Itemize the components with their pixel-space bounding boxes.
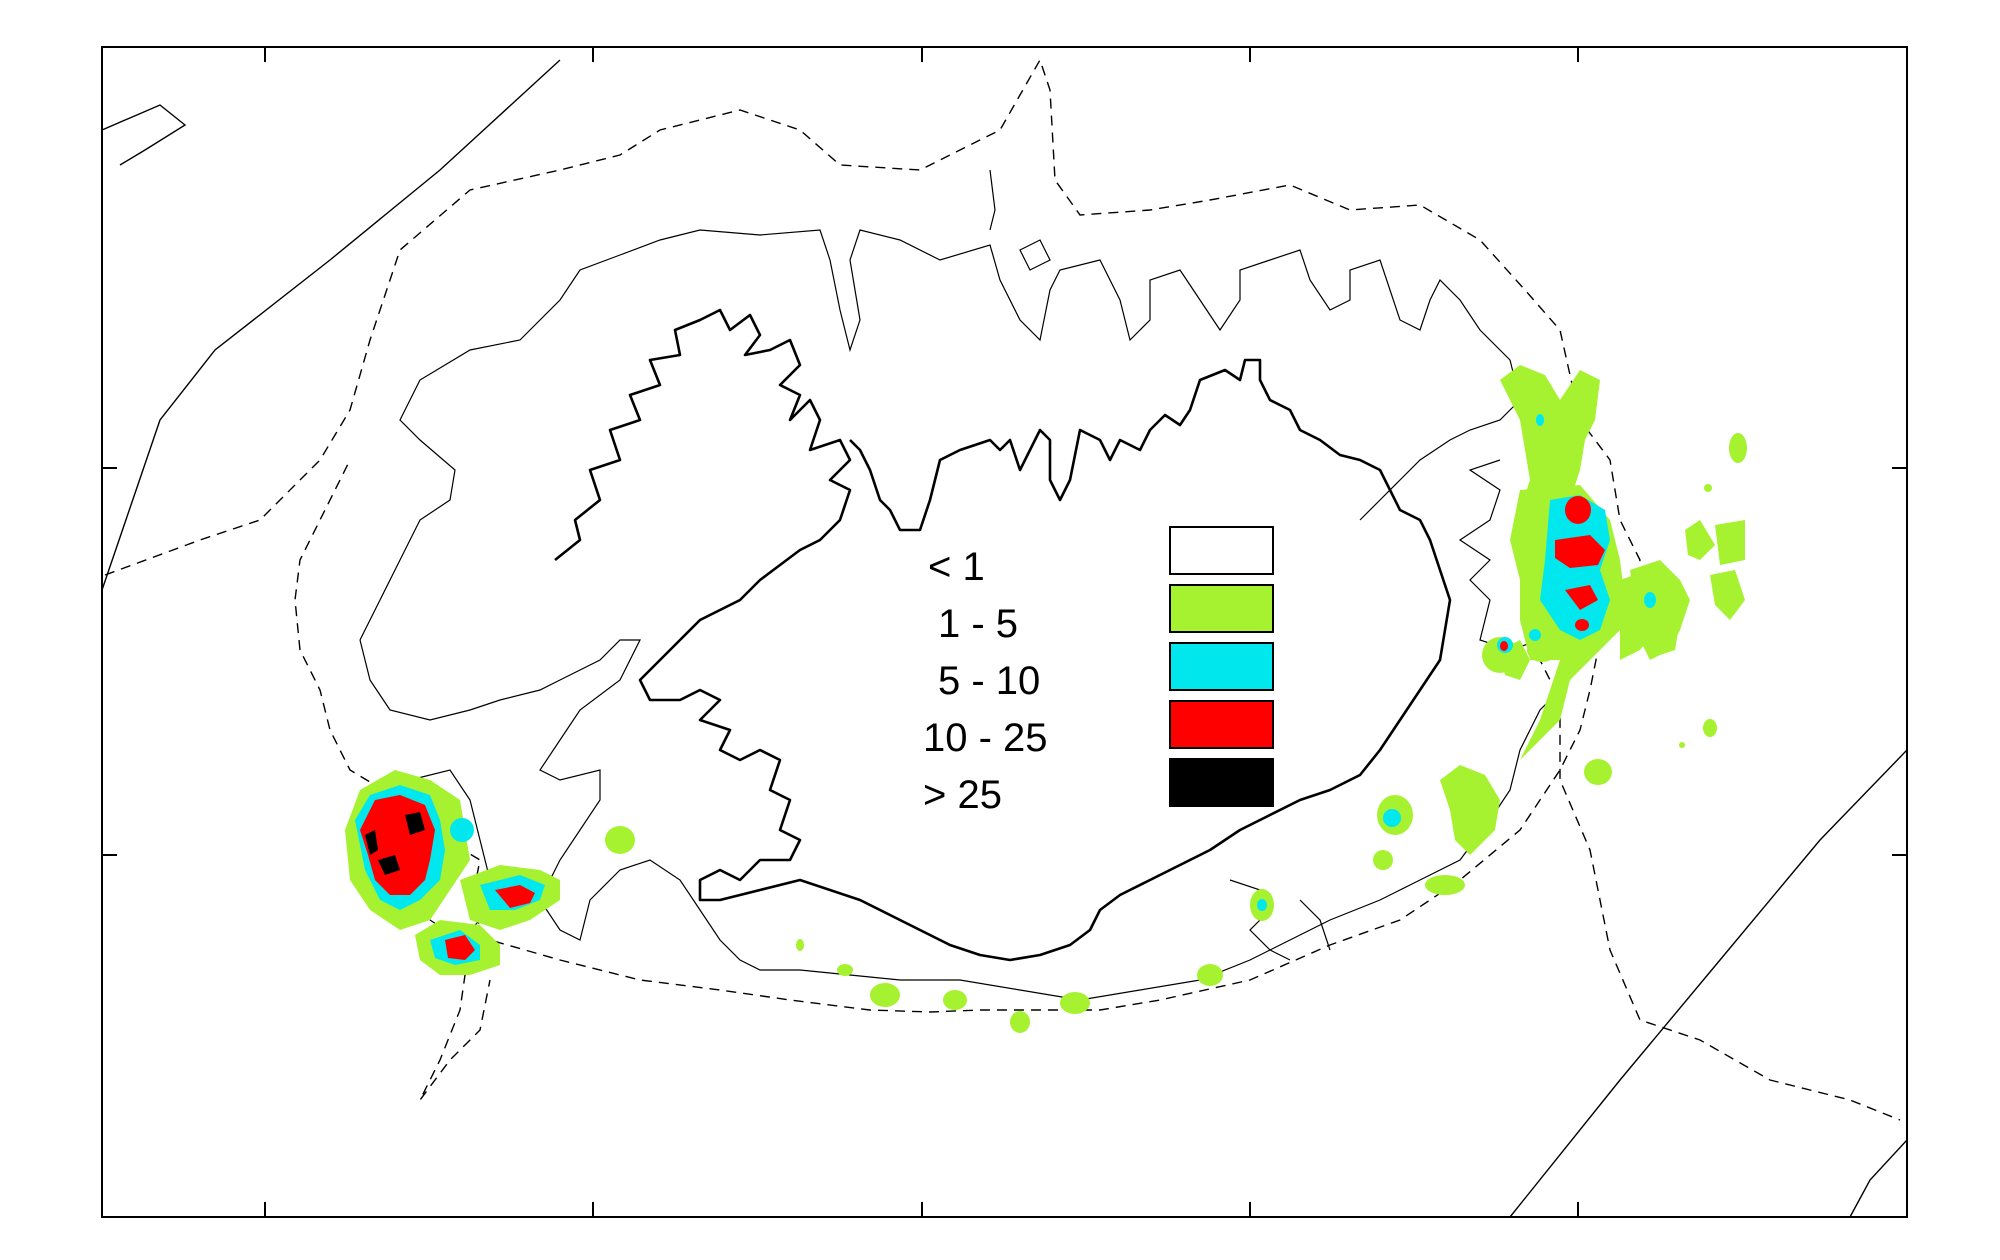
density-1-5	[345, 365, 1747, 1033]
iceland-coastline	[554, 308, 1452, 962]
density-gt-25	[365, 812, 425, 875]
legend-label-lt1: < 1	[928, 545, 985, 589]
legend-label-10-25: 10 - 25	[923, 716, 1048, 760]
legend: < 1 1 - 5 5 - 10 10 - 25 > 25	[923, 526, 1274, 817]
legend-label-gt25: > 25	[923, 773, 1002, 817]
frame-ticks	[102, 47, 1907, 1217]
legend-label-5-10: 5 - 10	[938, 659, 1040, 703]
legend-swatch-gt25	[1169, 758, 1274, 807]
legend-swatch-5-10	[1169, 642, 1274, 691]
legend-label-1-5: 1 - 5	[938, 602, 1018, 646]
legend-swatch-10-25	[1169, 700, 1274, 749]
map-frame	[101, 46, 1908, 1218]
legend-swatch-1-5	[1169, 584, 1274, 633]
legend-swatch-lt1	[1169, 526, 1274, 575]
ridge-lines	[101, 59, 1908, 1218]
